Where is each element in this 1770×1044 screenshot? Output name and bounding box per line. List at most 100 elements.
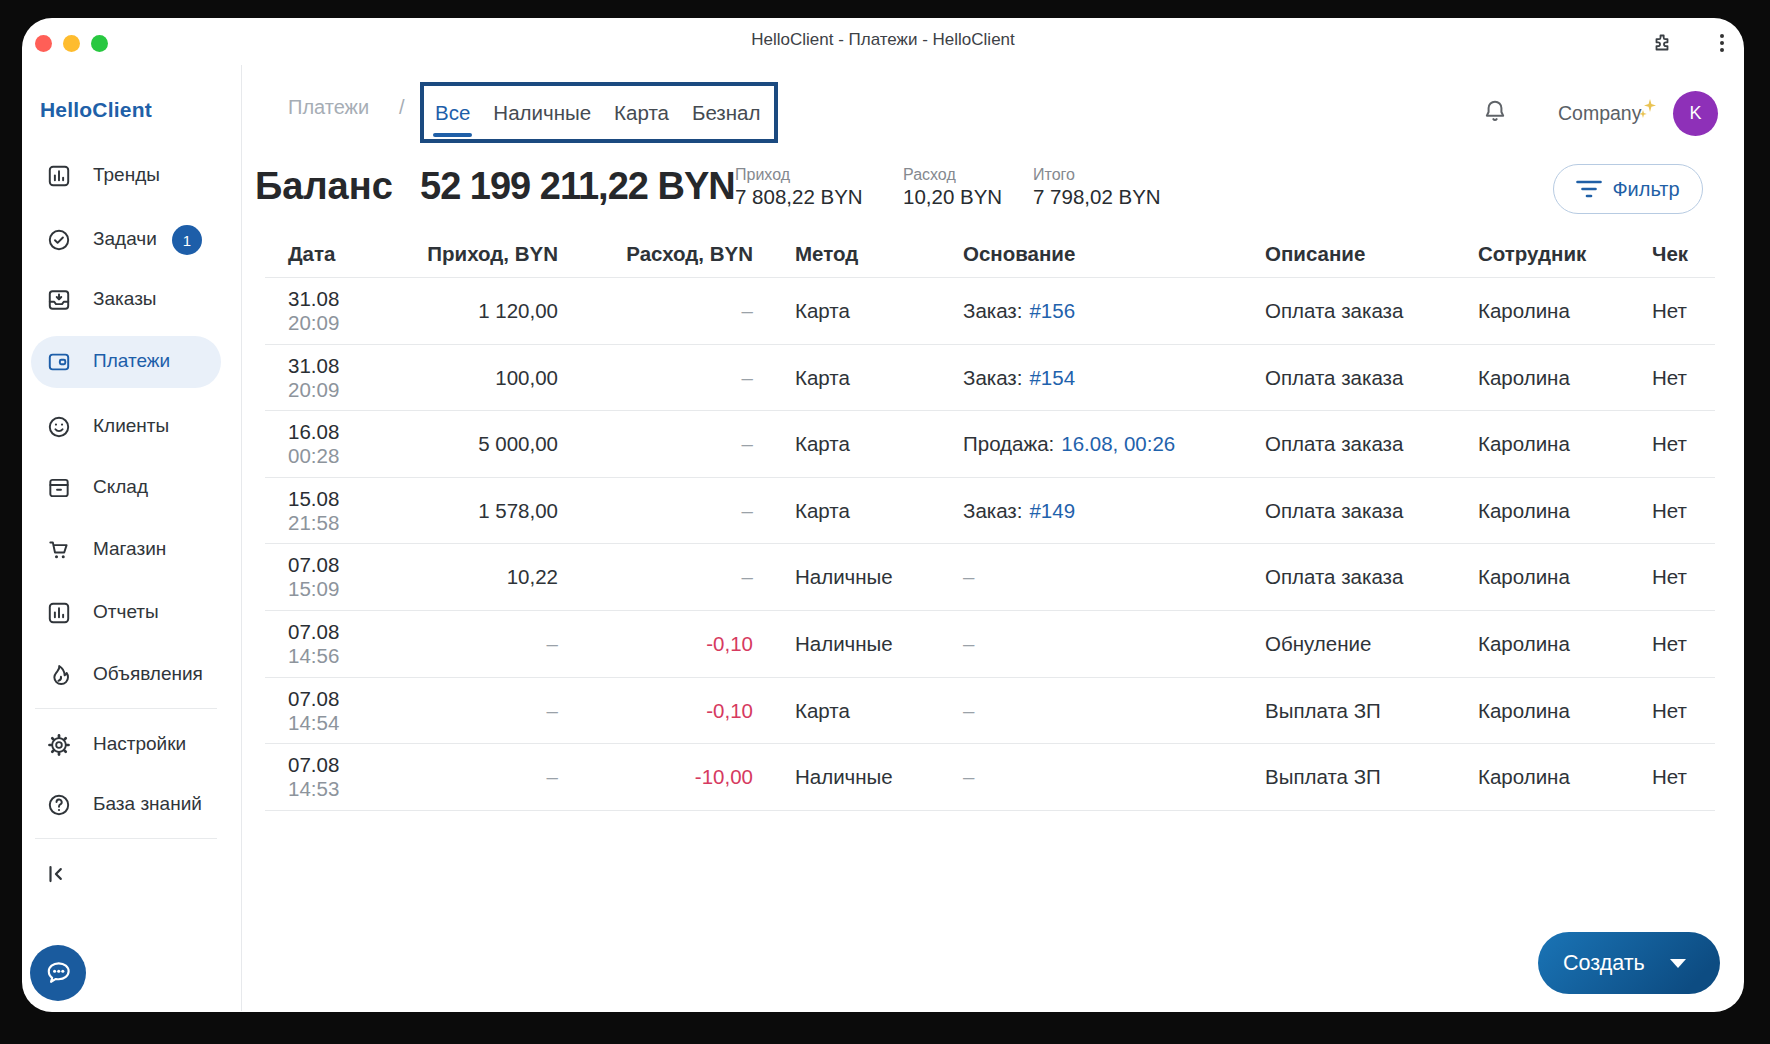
- column-header-6: Описание: [1265, 234, 1475, 274]
- cell-receipt: Нет: [1652, 743, 1712, 810]
- avatar[interactable]: K: [1673, 91, 1718, 136]
- cell-income: 1 120,00: [380, 277, 558, 344]
- cell-expense: -0,10: [590, 610, 753, 677]
- cell-method: Карта: [795, 410, 945, 477]
- cell-income: 5 000,00: [380, 410, 558, 477]
- chat-button[interactable]: [30, 945, 86, 1001]
- cell-date: 07.0814:53: [288, 743, 388, 810]
- tasks-badge: 1: [172, 225, 202, 255]
- menu-kebab-icon[interactable]: [1710, 31, 1734, 55]
- cell-expense: -10,00: [590, 743, 753, 810]
- row-divider: [265, 810, 1715, 811]
- basis-link[interactable]: #156: [1029, 299, 1075, 323]
- breadcrumb[interactable]: Платежи: [288, 96, 369, 119]
- chat-bubble-icon: [41, 956, 75, 990]
- cell-receipt: Нет: [1652, 677, 1712, 744]
- table-row-2[interactable]: 31.0820:09100,00–КартаЗаказ:#154Оплата з…: [0, 344, 1770, 411]
- cell-expense: –: [590, 277, 753, 344]
- cell-method: Карта: [795, 677, 945, 744]
- cell-employee: Каролина: [1478, 610, 1638, 677]
- app-logo: HelloClient: [40, 98, 152, 122]
- cell-receipt: Нет: [1652, 477, 1712, 544]
- cell-expense: –: [590, 543, 753, 610]
- sidebar-collapse-button[interactable]: [44, 861, 70, 887]
- table-row-5[interactable]: 07.0815:0910,22–Наличные–Оплата заказаКа…: [0, 543, 1770, 610]
- table-row-3[interactable]: 16.0800:285 000,00–КартаПродажа:16.08, 0…: [0, 410, 1770, 477]
- breadcrumb-separator: /: [399, 96, 405, 119]
- cell-receipt: Нет: [1652, 410, 1712, 477]
- tab-3[interactable]: Карта: [614, 101, 669, 125]
- cell-employee: Каролина: [1478, 344, 1638, 411]
- cell-expense: –: [590, 344, 753, 411]
- table-row-7[interactable]: 07.0814:54–-0,10Карта–Выплата ЗПКаролина…: [0, 677, 1770, 744]
- cell-basis: Заказ:#154: [963, 344, 1253, 411]
- filter-icon: [1576, 179, 1602, 199]
- cell-employee: Каролина: [1478, 677, 1638, 744]
- cell-basis: Заказ:#149: [963, 477, 1253, 544]
- collapse-icon: [44, 861, 70, 887]
- cell-basis: –: [963, 677, 1253, 744]
- sidebar-item-1[interactable]: Тренды: [31, 150, 221, 202]
- sidebar-section-divider: [35, 838, 217, 839]
- sidebar-item-2[interactable]: Задачи1: [31, 214, 221, 266]
- cell-date: 16.0800:28: [288, 410, 388, 477]
- cell-receipt: Нет: [1652, 543, 1712, 610]
- balance-stat-3: Итого 7 798,02 BYN: [1033, 166, 1161, 208]
- cell-income: 100,00: [380, 344, 558, 411]
- cell-method: Наличные: [795, 610, 945, 677]
- sparkle-icon: [1634, 96, 1662, 124]
- cell-description: Выплата ЗП: [1265, 677, 1475, 744]
- cell-description: Выплата ЗП: [1265, 743, 1475, 810]
- cell-description: Оплата заказа: [1265, 543, 1475, 610]
- cell-description: Обнуление: [1265, 610, 1475, 677]
- basis-link[interactable]: 16.08, 00:26: [1061, 432, 1175, 456]
- tab-2[interactable]: Наличные: [493, 101, 591, 125]
- company-name[interactable]: Company: [1558, 102, 1641, 125]
- column-header-3: Расход, BYN: [590, 234, 753, 274]
- cell-expense: -0,10: [590, 677, 753, 744]
- balance-stat-2: Расход10,20 BYN: [903, 166, 1002, 208]
- cell-employee: Каролина: [1478, 743, 1638, 810]
- table-row-1[interactable]: 31.0820:091 120,00–КартаЗаказ:#156Оплата…: [0, 277, 1770, 344]
- table-row-8[interactable]: 07.0814:53–-10,00Наличные–Выплата ЗПКаро…: [0, 743, 1770, 810]
- cell-date: 31.0820:09: [288, 344, 388, 411]
- cell-basis: –: [963, 743, 1253, 810]
- cell-method: Наличные: [795, 543, 945, 610]
- cell-method: Карта: [795, 477, 945, 544]
- cell-basis: –: [963, 610, 1253, 677]
- cell-method: Карта: [795, 277, 945, 344]
- cell-basis: Заказ:#156: [963, 277, 1253, 344]
- cell-receipt: Нет: [1652, 344, 1712, 411]
- basis-link[interactable]: #154: [1029, 366, 1075, 390]
- cell-date: 15.0821:58: [288, 477, 388, 544]
- create-button[interactable]: Создать: [1538, 932, 1720, 994]
- cell-method: Наличные: [795, 743, 945, 810]
- stat-value: 7 798,02 BYN: [1033, 185, 1161, 208]
- column-header-5: Основание: [963, 234, 1253, 274]
- create-label: Создать: [1563, 951, 1645, 976]
- balance-value: 52 199 211,22 BYN: [420, 166, 735, 206]
- stat-label: Итого: [1033, 166, 1161, 183]
- notifications-bell-icon[interactable]: [1481, 97, 1509, 125]
- cell-income: 1 578,00: [380, 477, 558, 544]
- column-header-4: Метод: [795, 234, 945, 274]
- table-row-4[interactable]: 15.0821:581 578,00–КартаЗаказ:#149Оплата…: [0, 477, 1770, 544]
- cell-income: –: [380, 610, 558, 677]
- basis-link[interactable]: #149: [1029, 499, 1075, 523]
- tab-4[interactable]: Безнал: [692, 101, 761, 125]
- column-header-7: Сотрудник: [1478, 234, 1638, 274]
- bar-chart-icon: [46, 163, 72, 189]
- extensions-icon[interactable]: [1650, 31, 1674, 55]
- balance-label: Баланс: [255, 166, 393, 206]
- cell-description: Оплата заказа: [1265, 477, 1475, 544]
- stat-label: Расход: [903, 166, 1002, 183]
- cell-date: 07.0815:09: [288, 543, 388, 610]
- tab-1[interactable]: Все: [435, 101, 470, 125]
- table-row-6[interactable]: 07.0814:56–-0,10Наличные–ОбнулениеКароли…: [0, 610, 1770, 677]
- column-header-1: Дата: [288, 234, 388, 274]
- filter-button[interactable]: Фильтр: [1553, 164, 1703, 214]
- cell-income: –: [380, 743, 558, 810]
- payment-type-tabs: Все Наличные Карта Безнал: [420, 82, 778, 143]
- stat-label: Приход: [735, 166, 863, 183]
- cell-method: Карта: [795, 344, 945, 411]
